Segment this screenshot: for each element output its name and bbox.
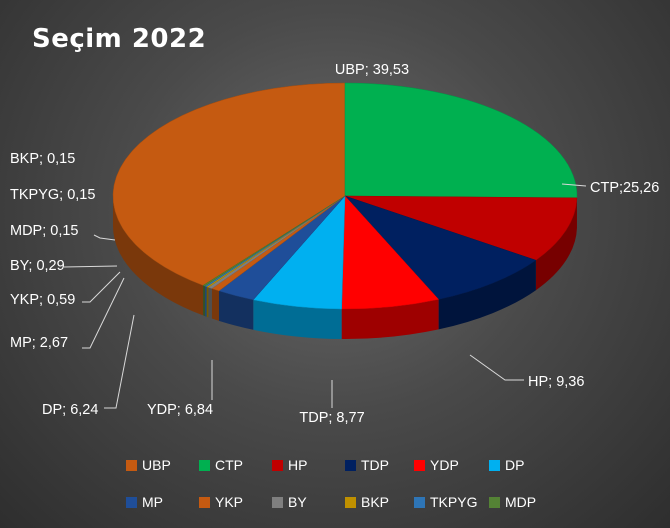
leader-line-ykp (82, 271, 121, 303)
legend-swatch-tdp (345, 460, 356, 471)
slice-side-tkpyg (204, 286, 207, 317)
slice-side-hp (535, 197, 577, 291)
data-label-ykp: YKP; 0,59 (10, 292, 75, 308)
slice-side-dp (253, 299, 342, 339)
legend-swatch-hp (272, 460, 283, 471)
legend-label-ubp: UBP (142, 457, 171, 473)
leader-line-dp (104, 314, 135, 409)
legend-label-ykp: YKP (215, 494, 243, 510)
data-label-hp: HP; 9,36 (528, 374, 584, 390)
slice-tdp (344, 195, 537, 300)
slice-side-mdp (203, 285, 205, 317)
slice-side-ubp (112, 196, 204, 316)
legend-swatch-tkpyg (414, 497, 425, 508)
data-label-mdp: MDP; 0,15 (10, 223, 79, 239)
leader-line-ctp (561, 183, 587, 187)
slice-side-ydp (341, 299, 439, 339)
data-label-by: BY; 0,29 (10, 258, 65, 274)
data-label-ubp: UBP; 39,53 (335, 62, 409, 78)
legend-label-hp: HP (288, 457, 307, 473)
legend-label-tdp: TDP (361, 457, 389, 473)
legend-label-bkp: BKP (361, 494, 389, 510)
legend: UBP CTP HP TDP YDP DP MP YKP BY BKP TKPYG MDP (126, 457, 536, 510)
leader-line-hp (469, 354, 524, 381)
leader-line-mp (82, 277, 125, 349)
slice-ctp (344, 82, 578, 199)
legend-swatch-ykp (199, 497, 210, 508)
slice-side-ykp (211, 288, 219, 321)
leader-line-mdp (93, 234, 116, 241)
legend-swatch-dp (489, 460, 500, 471)
legend-label-ctp: CTP (215, 457, 243, 473)
slice-mdp (202, 195, 346, 287)
slice-hp (344, 195, 578, 261)
legend-label-mp: MP (142, 494, 163, 510)
legend-swatch-by (272, 497, 283, 508)
legend-swatch-ubp (126, 460, 137, 471)
slice-side-by (208, 287, 212, 319)
data-label-bkp: BKP; 0,15 (10, 151, 75, 167)
chart-title: Seçim 2022 (32, 24, 207, 54)
slice-side-tdp (438, 260, 536, 330)
data-label-ydp: YDP; 6,84 (147, 402, 213, 418)
data-label-dp: DP; 6,24 (42, 402, 98, 418)
leader-line-by (63, 265, 118, 268)
legend-label-ydp: YDP (430, 457, 459, 473)
legend-swatch-ctp (199, 460, 210, 471)
legend-swatch-mdp (489, 497, 500, 508)
slice-side-mp (218, 290, 254, 330)
data-label-ctp: CTP;25,26 (590, 180, 659, 196)
legend-label-tkpyg: TKPYG (430, 494, 477, 510)
slice-side-bkp (206, 286, 209, 318)
data-label-mp: MP; 2,67 (10, 335, 68, 351)
legend-swatch-bkp (345, 497, 356, 508)
legend-swatch-ydp (414, 460, 425, 471)
legend-label-dp: DP (505, 457, 524, 473)
legend-label-mdp: MDP (505, 494, 536, 510)
legend-label-by: BY (288, 494, 307, 510)
legend-swatch-mp (126, 497, 137, 508)
data-label-tkpyg: TKPYG; 0,15 (10, 187, 95, 203)
slice-ubp (112, 82, 346, 286)
data-label-tdp: TDP; 8,77 (299, 410, 364, 426)
